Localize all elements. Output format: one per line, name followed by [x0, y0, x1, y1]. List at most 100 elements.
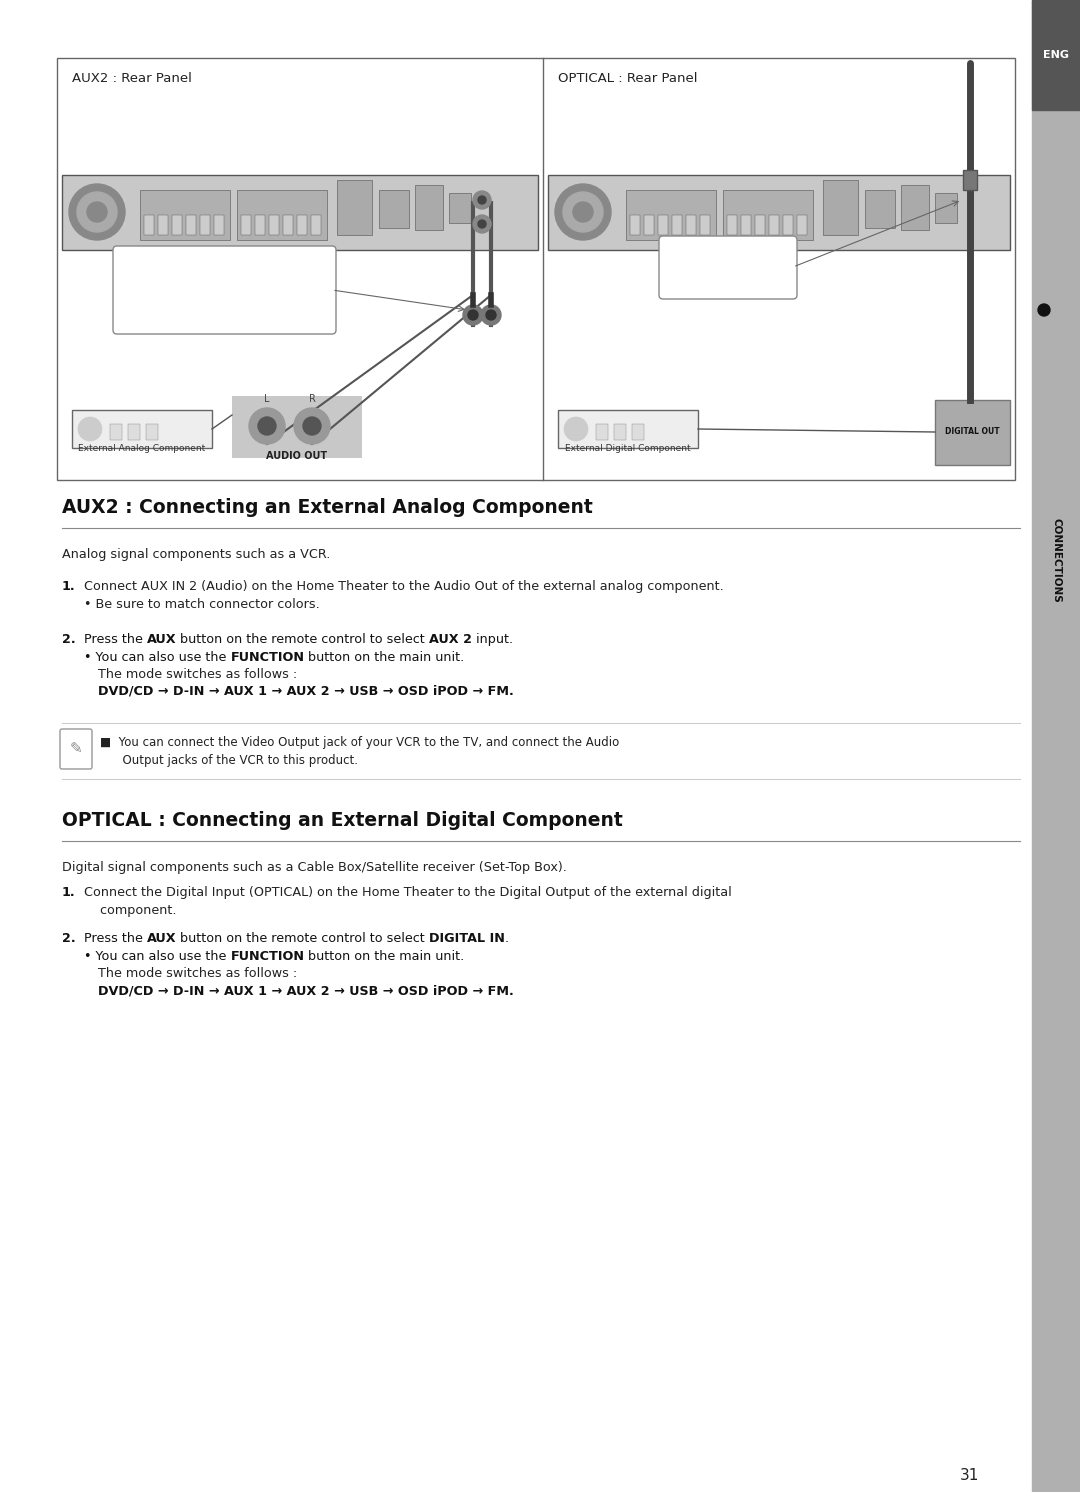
- Text: 2.: 2.: [62, 932, 76, 944]
- Text: AUX2 : Connecting an External Analog Component: AUX2 : Connecting an External Analog Com…: [62, 498, 593, 518]
- Bar: [311, 215, 321, 236]
- Bar: [672, 215, 681, 236]
- Circle shape: [564, 416, 588, 442]
- Circle shape: [478, 219, 486, 228]
- Bar: [146, 424, 158, 440]
- Circle shape: [473, 215, 491, 233]
- Bar: [62, 175, 538, 251]
- Bar: [241, 215, 251, 236]
- Bar: [686, 215, 696, 236]
- Bar: [935, 400, 1010, 466]
- Text: ENG: ENG: [1043, 51, 1069, 60]
- Circle shape: [468, 310, 478, 319]
- Bar: [297, 215, 307, 236]
- Bar: [129, 424, 140, 440]
- Text: Connect AUX IN 2 (Audio) on the Home Theater to the Audio Out of the external an: Connect AUX IN 2 (Audio) on the Home The…: [84, 580, 724, 592]
- Circle shape: [463, 304, 483, 325]
- Bar: [200, 215, 210, 236]
- Circle shape: [294, 407, 330, 445]
- Bar: [558, 410, 698, 448]
- Text: AUX 2: AUX 2: [429, 633, 472, 646]
- Text: Press the: Press the: [84, 633, 147, 646]
- Circle shape: [69, 184, 125, 240]
- Bar: [727, 215, 737, 236]
- Text: button on the remote control to select: button on the remote control to select: [176, 633, 429, 646]
- Text: button on the remote control to select: button on the remote control to select: [176, 932, 429, 944]
- Text: button on the main unit.: button on the main unit.: [305, 651, 464, 664]
- Text: 2.: 2.: [62, 633, 76, 646]
- Bar: [700, 215, 710, 236]
- Text: L: L: [265, 394, 270, 404]
- Bar: [723, 189, 813, 240]
- Circle shape: [473, 191, 491, 209]
- Text: Press the: Press the: [84, 932, 147, 944]
- Text: Connect the Digital Input (OPTICAL) on the Home Theater to the Digital Output of: Connect the Digital Input (OPTICAL) on t…: [84, 886, 732, 900]
- Bar: [140, 189, 230, 240]
- Text: Optical Cable
(not supplied): Optical Cable (not supplied): [671, 248, 739, 272]
- Bar: [379, 189, 409, 228]
- Bar: [626, 189, 716, 240]
- Circle shape: [1038, 304, 1050, 316]
- Text: input.: input.: [472, 633, 513, 646]
- Circle shape: [249, 407, 285, 445]
- Circle shape: [258, 416, 276, 436]
- Circle shape: [78, 416, 102, 442]
- Text: • Be sure to match connector colors.: • Be sure to match connector colors.: [84, 598, 320, 612]
- Circle shape: [555, 184, 611, 240]
- Bar: [237, 189, 327, 240]
- Bar: [269, 215, 279, 236]
- Bar: [963, 170, 977, 189]
- Bar: [172, 215, 183, 236]
- Text: FUNCTION: FUNCTION: [230, 950, 305, 962]
- Text: 1.: 1.: [62, 580, 76, 592]
- Bar: [769, 215, 779, 236]
- Text: ✎: ✎: [69, 742, 82, 756]
- Text: OPTICAL : Connecting an External Digital Component: OPTICAL : Connecting an External Digital…: [62, 812, 623, 830]
- FancyBboxPatch shape: [113, 246, 336, 334]
- Bar: [110, 424, 122, 440]
- Text: AUDIO OUT: AUDIO OUT: [267, 451, 327, 461]
- Text: DIGITAL OUT: DIGITAL OUT: [945, 428, 999, 437]
- Bar: [935, 192, 957, 222]
- FancyBboxPatch shape: [659, 236, 797, 298]
- Bar: [741, 215, 751, 236]
- Bar: [901, 185, 929, 230]
- Circle shape: [87, 201, 107, 222]
- Bar: [57, 58, 1015, 480]
- Text: Digital signal components such as a Cable Box/Satellite receiver (Set-Top Box).: Digital signal components such as a Cabl…: [62, 861, 567, 874]
- Bar: [1032, 0, 1080, 110]
- Text: • You can also use the: • You can also use the: [84, 950, 230, 962]
- Text: ■  You can connect the Video Output jack of your VCR to the TV, and connect the : ■ You can connect the Video Output jack …: [100, 736, 619, 749]
- Bar: [1032, 0, 1080, 1492]
- Text: DIGITAL IN: DIGITAL IN: [429, 932, 505, 944]
- Text: .: .: [505, 932, 510, 944]
- Bar: [630, 215, 640, 236]
- Circle shape: [77, 192, 117, 231]
- Bar: [337, 181, 372, 236]
- Text: Audio Cable (not supplied)
If the external analog component
has only one Audio O: Audio Cable (not supplied) If the extern…: [125, 258, 284, 303]
- Text: External Analog Component: External Analog Component: [79, 445, 205, 454]
- Text: 1.: 1.: [62, 886, 76, 900]
- Bar: [72, 410, 212, 448]
- Text: 31: 31: [960, 1468, 980, 1483]
- Text: Output jacks of the VCR to this product.: Output jacks of the VCR to this product.: [100, 753, 357, 767]
- Circle shape: [481, 304, 501, 325]
- Bar: [214, 215, 224, 236]
- Text: CONNECTIONS: CONNECTIONS: [1051, 518, 1061, 603]
- Circle shape: [303, 416, 321, 436]
- Text: R: R: [309, 394, 315, 404]
- Bar: [865, 189, 895, 228]
- Bar: [144, 215, 154, 236]
- Text: The mode switches as follows :: The mode switches as follows :: [98, 668, 297, 680]
- Bar: [783, 215, 793, 236]
- Bar: [797, 215, 807, 236]
- Circle shape: [478, 195, 486, 204]
- Text: The mode switches as follows :: The mode switches as follows :: [98, 967, 297, 980]
- Bar: [255, 215, 265, 236]
- Bar: [644, 215, 654, 236]
- Text: Analog signal components such as a VCR.: Analog signal components such as a VCR.: [62, 548, 330, 561]
- Text: AUX: AUX: [147, 633, 176, 646]
- Text: DVD/CD → D-IN → AUX 1 → AUX 2 → USB → OSD iPOD → FM.: DVD/CD → D-IN → AUX 1 → AUX 2 → USB → OS…: [98, 985, 514, 997]
- Text: OPTICAL : Rear Panel: OPTICAL : Rear Panel: [558, 72, 698, 85]
- Bar: [632, 424, 644, 440]
